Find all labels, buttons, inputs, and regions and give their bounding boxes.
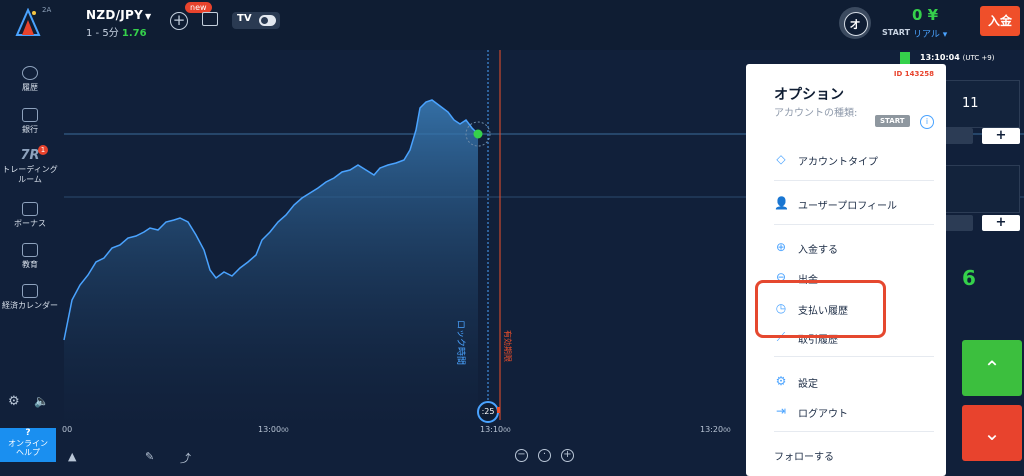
x-tick-label: 00: [62, 425, 73, 434]
logout-icon: ⇥: [775, 404, 787, 418]
drawing-tools-icon[interactable]: ⤴: [180, 452, 191, 465]
account-type-label: アカウントの種類:: [774, 108, 858, 119]
tradingview-toggle[interactable]: TV: [232, 12, 280, 29]
lock-time-label: ロック時間: [455, 320, 465, 366]
divider: [774, 180, 934, 181]
clock-icon: ◷: [775, 301, 787, 315]
graduation-cap-icon: [22, 243, 38, 257]
sidebar-item-label: 経済カレンダー: [2, 301, 58, 310]
notification-badge: 1: [38, 145, 48, 155]
avatar[interactable]: オ: [839, 7, 871, 39]
sidebar-item-bank[interactable]: 銀行: [0, 108, 60, 135]
mountain-chart-icon[interactable]: ▲: [68, 450, 77, 463]
time-value: 11: [962, 96, 979, 111]
menu-item-label: 設定: [798, 379, 818, 390]
chart-area: [64, 100, 478, 420]
settings-gear-icon[interactable]: ⚙: [8, 394, 20, 409]
minus-circle-icon: ⊖: [775, 270, 787, 284]
account-mode-dropdown[interactable]: リアル ▾: [913, 30, 948, 40]
sound-icon[interactable]: 🔈: [34, 394, 49, 408]
menu-item-label: 取引履歴: [798, 335, 838, 346]
avatar-letter: オ: [849, 18, 861, 31]
sidebar-item-label: ボーナス: [14, 219, 46, 228]
account-id: ID 143258: [893, 70, 934, 78]
sidebar-item-trading-room[interactable]: 7R 1 トレーディング ルーム: [0, 145, 60, 185]
menu-item-label: 支払い履歴: [798, 306, 848, 317]
info-icon[interactable]: i: [920, 115, 934, 129]
time-plus-button[interactable]: +: [982, 128, 1020, 144]
menu-item-label: ログアウト: [798, 409, 848, 420]
help-label: オンライン ヘルプ: [8, 439, 48, 457]
zoom-in-icon[interactable]: +: [561, 449, 574, 462]
sidebar-item-label: 銀行: [22, 125, 38, 134]
countdown-timer: :25: [477, 401, 500, 423]
x-tick-label: 13:1000: [480, 425, 511, 434]
account-level-badge: START: [875, 115, 910, 127]
balance: 0 ¥: [912, 6, 939, 24]
calendar-icon: [22, 284, 38, 298]
expiry-label: 有効期限: [503, 330, 512, 362]
signal-icon: [900, 52, 910, 64]
user-icon: 👤: [774, 196, 789, 210]
highlight-annotation: [755, 280, 886, 338]
follow-us-label: フォローする: [774, 452, 834, 463]
wallet-icon: [22, 108, 38, 122]
trading-room-icon: 7R: [20, 148, 40, 163]
history-icon: [22, 66, 38, 80]
time-input[interactable]: [935, 80, 1020, 128]
diamond-icon: ◇: [776, 152, 786, 166]
logo-badge: 2A: [42, 6, 52, 14]
sidebar-item-bonus[interactable]: ボーナス: [0, 202, 60, 229]
zoom-out-icon[interactable]: −: [515, 449, 528, 462]
x-tick-label: 13:0000: [258, 425, 289, 434]
asset-dropdown-icon[interactable]: ▼: [145, 12, 152, 21]
payout-percent: 6: [962, 266, 976, 290]
sidebar-item-label: トレーディング ルーム: [2, 165, 58, 184]
sidebar-item-label: 履歴: [22, 83, 38, 92]
account-type: START: [882, 28, 911, 37]
divider: [774, 356, 934, 357]
gear-icon: ⚙: [775, 374, 787, 388]
toggle-knob: [259, 15, 276, 26]
x-tick-label: 13:2000: [700, 425, 731, 434]
app-logo-icon[interactable]: [14, 8, 42, 38]
server-clock: 13:10:04 (UTC +9): [920, 53, 995, 62]
amount-input[interactable]: [935, 165, 1020, 213]
menu-item-label: アカウントタイプ: [798, 157, 878, 168]
current-price-dot: [473, 129, 483, 139]
plus-circle-icon: ⊕: [775, 240, 787, 254]
put-down-button[interactable]: ⌄: [962, 405, 1022, 461]
deposit-button[interactable]: 入金: [980, 6, 1020, 36]
divider: [774, 431, 934, 432]
period-info: 1 - 5分 1.76: [86, 24, 147, 39]
popup-title: オプション: [774, 87, 844, 103]
center-chart-icon[interactable]: ·: [538, 449, 551, 462]
sidebar-item-label: 教育: [22, 260, 38, 269]
period-range: 1 - 5分: [86, 28, 119, 39]
options-menu-popup: ID 143258 オプション アカウントの種類: START i ◇ アカウン…: [746, 64, 946, 476]
amount-plus-button[interactable]: +: [982, 215, 1020, 231]
current-price-ring: [465, 121, 491, 147]
call-up-button[interactable]: ⌃: [962, 340, 1022, 396]
sidebar-item-history[interactable]: 履歴: [0, 66, 60, 93]
sidebar-item-education[interactable]: 教育: [0, 243, 60, 270]
divider: [774, 224, 934, 225]
sidebar-item-calendar[interactable]: 経済カレンダー: [0, 284, 60, 311]
chart-type-icon[interactable]: [202, 12, 218, 26]
top-bar: 2A NZD/JPY ▼ 1 - 5分 1.76 + new TV オ 0 ¥ …: [0, 0, 1024, 50]
bonus-icon: [22, 202, 38, 216]
add-asset-icon[interactable]: +: [170, 12, 188, 30]
asset-pair[interactable]: NZD/JPY: [86, 8, 144, 22]
help-question-icon: ?: [25, 428, 31, 438]
online-help-button[interactable]: ? オンライン ヘルプ: [0, 428, 56, 462]
chart-line: [63, 99, 479, 341]
ruler-icon[interactable]: ✎: [145, 450, 155, 463]
menu-item-label: 入金する: [798, 245, 838, 256]
menu-item-label: ユーザープロフィール: [798, 201, 897, 212]
payout-value: 1.76: [121, 28, 147, 39]
new-badge: new: [185, 2, 212, 13]
tradingview-icon: TV: [237, 13, 252, 24]
